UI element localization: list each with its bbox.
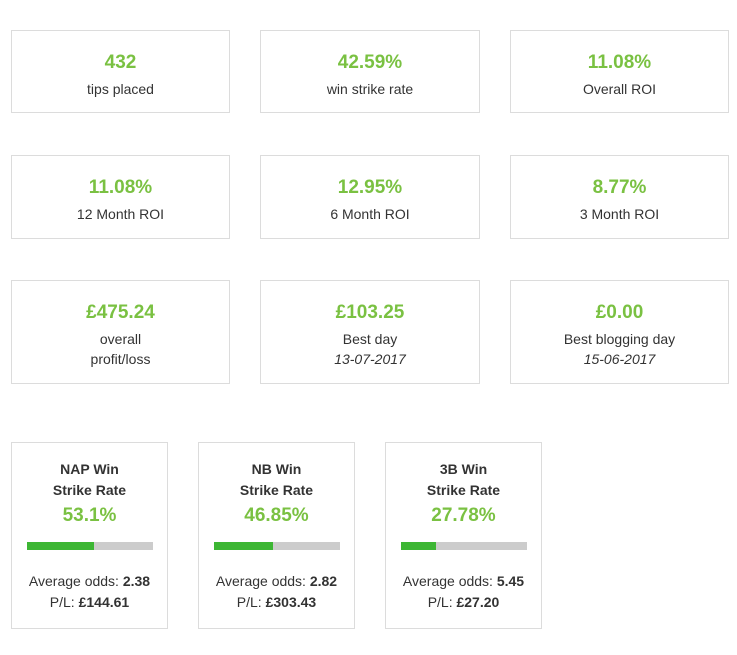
stat-date: 13-07-2017 [334, 351, 406, 367]
average-odds-value: 2.38 [122, 573, 151, 589]
strike-rate-progress-bar [27, 542, 153, 550]
average-odds-label: Average odds: [402, 573, 493, 589]
strike-rate-title: 3B Win Strike Rate [386, 459, 541, 501]
stat-value: £0.00 [595, 302, 644, 323]
stat-label: 6 Month ROI [330, 206, 410, 222]
average-odds: Average odds: 2.38 [12, 571, 167, 592]
average-odds: Average odds: 2.82 [199, 571, 354, 592]
strike-rate-card-nb: NB Win Strike Rate 46.85% Average odds: … [198, 442, 355, 629]
profit-loss-value: £27.20 [456, 594, 500, 610]
strike-rate-progress-fill [214, 542, 274, 550]
stat-value: 8.77% [592, 177, 647, 198]
strike-rate-title-line2: Strike Rate [52, 482, 127, 498]
stat-card-tips-placed: 432 tips placed [11, 30, 230, 113]
strike-rate-title: NB Win Strike Rate [199, 459, 354, 501]
profit-loss-label: P/L: [236, 594, 262, 610]
strike-rate-title-line2: Strike Rate [239, 482, 314, 498]
strike-rate-percent: 46.85% [244, 505, 309, 526]
strike-rate-title-line2: Strike Rate [426, 482, 501, 498]
profit-loss-label: P/L: [427, 594, 453, 610]
strike-rate-title-line1: NB Win [251, 461, 302, 477]
strike-rate-progress-fill [27, 542, 94, 550]
strike-rate-progress-bar [214, 542, 340, 550]
strike-rate-title: NAP Win Strike Rate [12, 459, 167, 501]
stat-label: 3 Month ROI [579, 206, 660, 222]
stat-value: 42.59% [337, 52, 403, 73]
stat-label: tips placed [87, 81, 154, 97]
stat-label: win strike rate [326, 81, 414, 97]
stat-card-overall-roi: 11.08% Overall ROI [510, 30, 729, 113]
stat-value: 11.08% [88, 177, 153, 198]
average-odds-value: 5.45 [496, 573, 525, 589]
strike-rate-percent: 53.1% [62, 505, 117, 526]
stat-label: 12 Month ROI [76, 206, 165, 222]
stat-label: overall [99, 331, 142, 347]
stat-label: Best day [342, 331, 398, 347]
strike-rate-card-3b: 3B Win Strike Rate 27.78% Average odds: … [385, 442, 542, 629]
profit-loss-value: £303.43 [265, 594, 317, 610]
average-odds-label: Average odds: [28, 573, 119, 589]
stat-value: 11.08% [587, 52, 652, 73]
stat-value: £475.24 [86, 302, 155, 323]
profit-loss-value: £144.61 [78, 594, 130, 610]
average-odds-value: 2.82 [309, 573, 338, 589]
stat-label: Overall ROI [582, 81, 657, 97]
stat-date: 15-06-2017 [583, 351, 656, 367]
stat-card-12-month-roi: 11.08% 12 Month ROI [11, 155, 230, 239]
average-odds: Average odds: 5.45 [386, 571, 541, 592]
average-odds-label: Average odds: [215, 573, 306, 589]
strike-rate-title-line1: NAP Win [60, 461, 119, 477]
stat-card-overall-profit-loss: £475.24 overall profit/loss [11, 280, 230, 384]
strike-rate-progress-fill [401, 542, 436, 550]
strike-rate-title-line1: 3B Win [439, 461, 488, 477]
strike-rate-progress-bar [401, 542, 527, 550]
profit-loss-label: P/L: [49, 594, 75, 610]
profit-loss: P/L: £144.61 [12, 592, 167, 613]
stat-card-win-strike-rate: 42.59% win strike rate [260, 30, 480, 113]
stat-card-best-day: £103.25 Best day 13-07-2017 [260, 280, 480, 384]
strike-rate-card-nap: NAP Win Strike Rate 53.1% Average odds: … [11, 442, 168, 629]
stat-card-3-month-roi: 8.77% 3 Month ROI [510, 155, 729, 239]
profit-loss: P/L: £303.43 [199, 592, 354, 613]
strike-rate-percent: 27.78% [431, 505, 496, 526]
stat-card-6-month-roi: 12.95% 6 Month ROI [260, 155, 480, 239]
stat-label-line2: profit/loss [90, 351, 151, 367]
stat-card-best-blogging-day: £0.00 Best blogging day 15-06-2017 [510, 280, 729, 384]
profit-loss: P/L: £27.20 [386, 592, 541, 613]
stat-value: 432 [104, 52, 137, 73]
stat-value: 12.95% [337, 177, 403, 198]
stat-label: Best blogging day [563, 331, 676, 347]
stat-value: £103.25 [335, 302, 405, 323]
